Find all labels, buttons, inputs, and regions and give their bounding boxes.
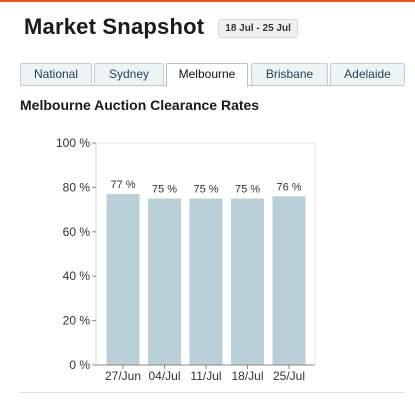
bar-data-label: 76 % (276, 181, 301, 193)
x-tick-label: 25/Jul (273, 369, 305, 383)
x-tick-label: 11/Jul (190, 369, 221, 383)
top-accent-line (0, 0, 415, 2)
bar (231, 198, 264, 365)
x-tick-label: 27/Jun (105, 369, 141, 383)
city-tabs: National Sydney Melbourne Brisbane Adela… (20, 63, 405, 87)
bar (189, 198, 223, 365)
y-tick-label: 0 % (69, 358, 90, 372)
bar (148, 198, 181, 365)
bar-data-label: 75 % (152, 184, 177, 196)
y-tick-label: 40 % (63, 269, 91, 283)
tab-sydney[interactable]: Sydney (94, 63, 164, 85)
page-header: Market Snapshot 18 Jul - 25 Jul (24, 14, 298, 40)
y-tick-label: 100 % (56, 136, 90, 150)
tab-adelaide[interactable]: Adelaide (330, 63, 405, 85)
tab-national[interactable]: National (20, 63, 92, 85)
bar (106, 194, 140, 365)
tab-melbourne[interactable]: Melbourne (166, 63, 248, 87)
y-tick-label: 20 % (63, 314, 91, 328)
tab-brisbane[interactable]: Brisbane (251, 63, 328, 85)
page-title: Market Snapshot (24, 14, 205, 39)
y-tick-label: 80 % (63, 180, 91, 194)
bottom-divider (20, 392, 404, 393)
bar-data-label: 75 % (193, 184, 218, 196)
x-tick-label: 18/Jul (231, 369, 263, 383)
date-range-badge: 18 Jul - 25 Jul (218, 18, 298, 38)
y-tick-label: 60 % (63, 225, 91, 239)
bar-data-label: 77 % (110, 179, 135, 191)
section-title: Melbourne Auction Clearance Rates (20, 97, 260, 113)
clearance-rate-chart: 0 % 20 % 40 % 60 % 80 % 100 % 77 % 27/Jun 75 % 04… (56, 136, 316, 383)
bar (272, 196, 306, 365)
x-tick-label: 04/Jul (148, 369, 180, 383)
bar-data-label: 75 % (235, 184, 260, 196)
